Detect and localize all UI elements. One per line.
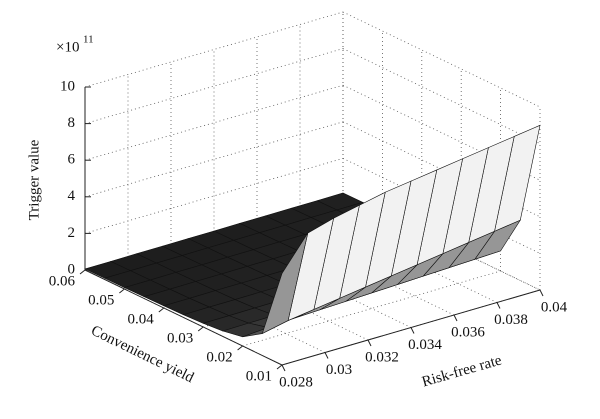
grid-line	[84, 158, 344, 234]
z-scale-base: ×10	[56, 39, 79, 55]
y-tick	[197, 326, 204, 332]
y-tick-label: 0.03	[167, 330, 193, 346]
grid-line	[342, 194, 541, 291]
x-tick	[324, 352, 329, 359]
grid-line	[342, 84, 541, 181]
x-tick	[410, 327, 415, 334]
x-tick-label: 0.04	[541, 299, 568, 315]
y-tick-label: 0.01	[246, 368, 272, 384]
grid-line	[84, 84, 344, 161]
x-tick-label: 0.038	[494, 312, 528, 328]
grid-line	[213, 232, 412, 328]
grid-line	[342, 158, 541, 254]
y-tick	[237, 345, 243, 351]
x-tick	[496, 302, 501, 309]
y-tick-label: 0.05	[88, 292, 114, 308]
x-tick-label: 0.036	[451, 324, 485, 340]
x-tick-label: 0.03	[326, 362, 352, 378]
y-tick	[79, 269, 86, 275]
x-tick-label: 0.032	[365, 349, 399, 365]
x-axis-label: Risk-free rate	[420, 352, 504, 390]
grid-line	[342, 121, 541, 218]
grid-line	[242, 270, 501, 347]
y-tick	[276, 364, 283, 370]
z-tick-label: 4	[68, 188, 76, 204]
y-tick-label: 0.04	[128, 311, 155, 327]
x-tick	[367, 339, 372, 347]
x-tick	[539, 289, 544, 297]
x-tick-label: 0.034	[408, 337, 442, 353]
grid-line	[342, 48, 541, 144]
grid-line	[84, 121, 344, 198]
surface-patch	[261, 232, 309, 335]
grid-line	[299, 207, 498, 303]
z-tick-label: 2	[68, 225, 76, 241]
y-tick-label: 0.06	[49, 273, 76, 289]
grid-line	[256, 219, 455, 316]
z-tick-label: 6	[68, 152, 76, 168]
y-axis	[84, 269, 283, 366]
y-tick	[158, 307, 165, 313]
z-tick-label: 10	[60, 78, 75, 94]
z-axis-label: Trigger value	[26, 139, 42, 220]
z-tick-label: 8	[68, 115, 76, 131]
x-tick-label: 0.028	[279, 374, 313, 390]
z-scale-exponent: 11	[83, 34, 94, 46]
y-tick-label: 0.02	[206, 349, 232, 365]
grid-line	[84, 48, 344, 124]
x-tick	[453, 314, 458, 322]
grid-line	[84, 11, 344, 88]
x-tick	[281, 364, 286, 372]
grid-line	[342, 11, 541, 108]
y-tick	[119, 288, 125, 294]
z-tick-label: 0	[68, 261, 76, 277]
grid-line	[170, 244, 369, 341]
grid-line	[127, 257, 326, 353]
